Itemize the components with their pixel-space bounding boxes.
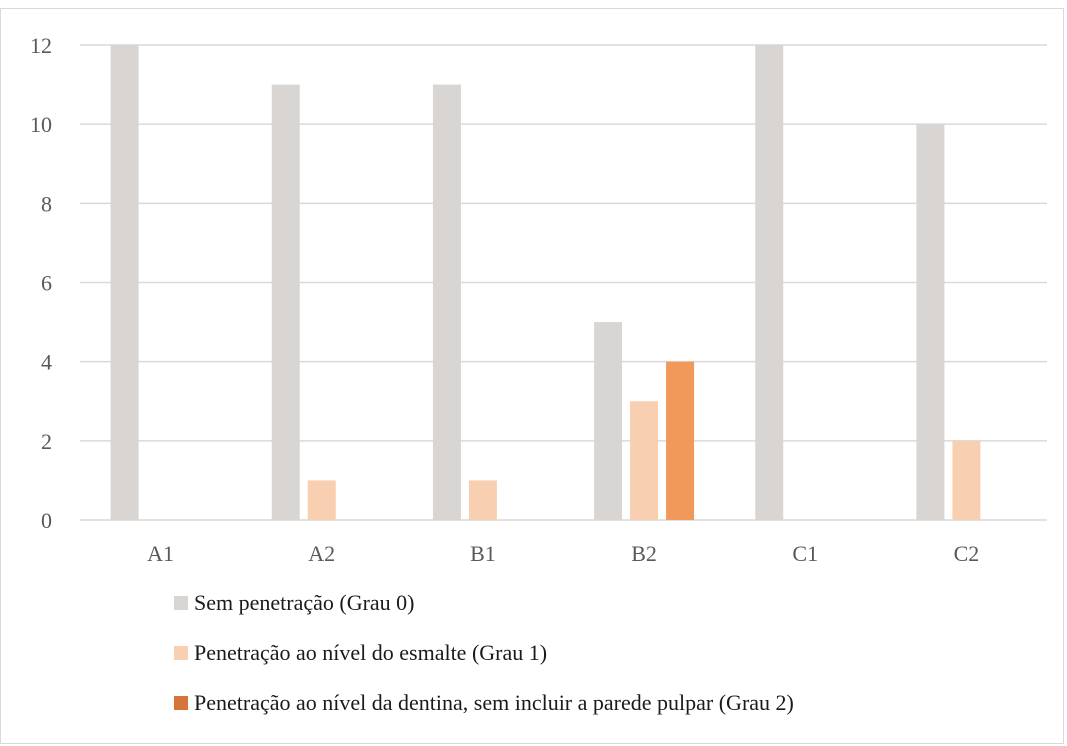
chart-frame bbox=[0, 8, 1064, 744]
legend-label-grau-2: Penetração ao nível da dentina, sem incl… bbox=[194, 690, 794, 715]
bar-c2-series-0 bbox=[916, 124, 945, 521]
x-tick-label-a2: A2 bbox=[308, 541, 335, 566]
legend-swatch-grau-1 bbox=[174, 646, 188, 660]
y-tick-label: 6 bbox=[41, 271, 52, 296]
legend-swatch-grau-0 bbox=[174, 596, 188, 610]
y-tick-label: 12 bbox=[30, 33, 52, 58]
y-tick-label: 8 bbox=[41, 191, 52, 216]
bar-c1-series-0 bbox=[755, 45, 784, 520]
gridlines bbox=[80, 44, 1047, 521]
legend-label-grau-1: Penetração ao nível do esmalte (Grau 1) bbox=[194, 640, 548, 665]
legend-swatch-grau-2 bbox=[174, 696, 188, 710]
y-tick-label: 4 bbox=[41, 350, 52, 375]
legend-item-grau-2: Penetração ao nível da dentina, sem incl… bbox=[174, 690, 794, 716]
bar-b2-series-0 bbox=[594, 322, 623, 520]
bar-b1-series-0 bbox=[432, 84, 461, 520]
x-tick-label-a1: A1 bbox=[147, 541, 174, 566]
legend-item-grau-0: Sem penetração (Grau 0) bbox=[174, 590, 415, 616]
x-tick-label-c2: C2 bbox=[954, 541, 980, 566]
x-axis-ticks: A1 A2 B1 B2 C1 C2 bbox=[147, 541, 979, 566]
y-tick-label: 10 bbox=[30, 112, 52, 137]
y-axis-ticks: 0 2 4 6 8 10 12 bbox=[30, 33, 52, 533]
bar-c2-series-1 bbox=[952, 440, 981, 520]
bar-a2-series-1 bbox=[307, 480, 336, 520]
x-tick-label-b1: B1 bbox=[470, 541, 496, 566]
bar-a1-series-0 bbox=[110, 45, 139, 520]
bar-b2-series-1 bbox=[630, 401, 659, 520]
bar-chart: 0 2 4 6 8 10 12 A1 A2 B1 B2 C1 C2 bbox=[30, 33, 1047, 566]
bars bbox=[110, 45, 981, 521]
y-tick-label: 2 bbox=[41, 429, 52, 454]
bar-b1-series-1 bbox=[468, 480, 497, 520]
x-tick-label-b2: B2 bbox=[631, 541, 657, 566]
x-tick-label-c1: C1 bbox=[792, 541, 818, 566]
bar-a2-series-0 bbox=[271, 84, 300, 520]
y-tick-label: 0 bbox=[41, 508, 52, 533]
legend-label-grau-0: Sem penetração (Grau 0) bbox=[194, 590, 415, 615]
legend-item-grau-1: Penetração ao nível do esmalte (Grau 1) bbox=[174, 640, 547, 666]
bar-b2-series-2 bbox=[666, 361, 695, 520]
